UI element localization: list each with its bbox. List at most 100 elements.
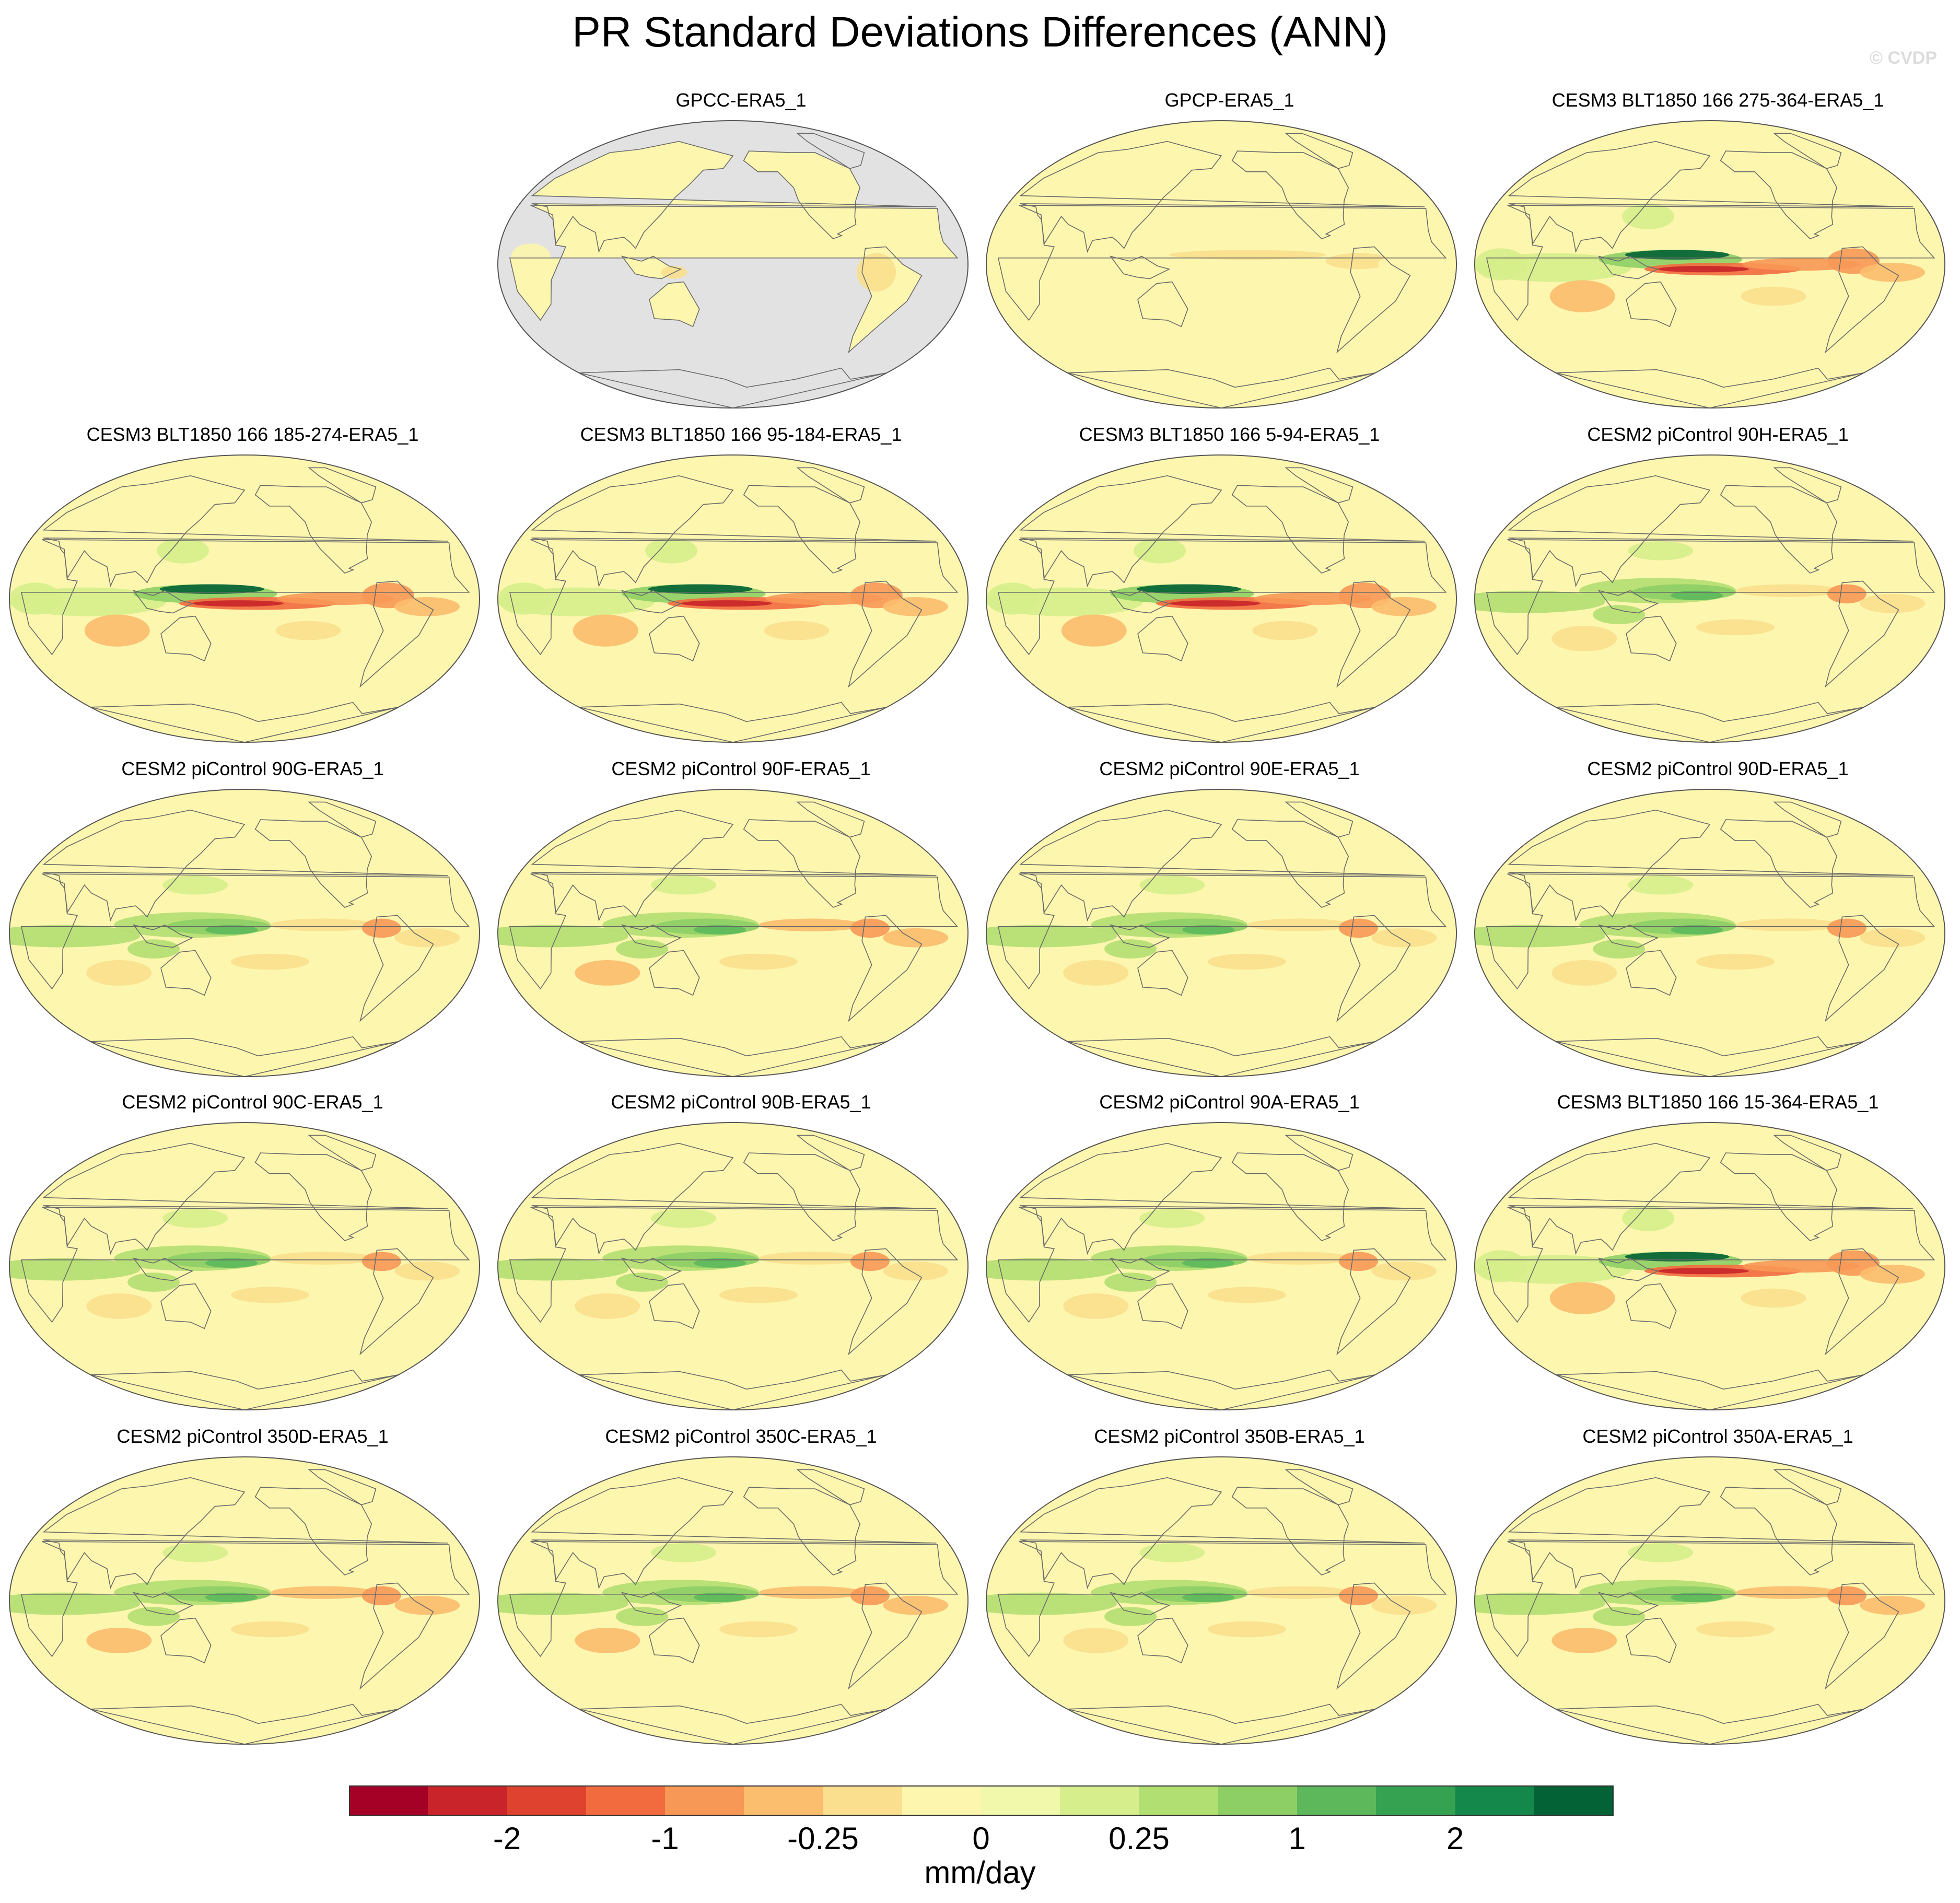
map-border [986,454,1457,743]
anomaly-patch [575,1628,640,1653]
panel-title: CESM2 piControl 90E-ERA5_1 [1099,758,1360,779]
coastline-africa [509,1541,959,1657]
map-border [986,1122,1457,1410]
anomaly-patch [1827,1586,1866,1606]
map-panel: CESM2 piControl 90B-ERA5_1 [497,1091,985,1417]
coastline-australia [1626,281,1677,328]
coastline-antarctica [579,1703,887,1744]
coastline-australia [1137,281,1188,328]
anomaly-patch [1671,590,1723,601]
colorbar-tick-label: 0.25 [1109,1821,1170,1856]
coastline-australia [649,1617,700,1664]
anomaly-patch [1338,1586,1378,1606]
colorbar-tick-label: -2 [493,1821,521,1856]
world-map [497,1456,969,1745]
map-panel: CESM2 piControl 90G-ERA5_1 [8,757,497,1084]
anomaly-patch [1338,1252,1378,1271]
anomaly-patch [1622,1205,1675,1231]
colorbar-frame [349,1785,1613,1816]
coastline-samerica [1336,580,1411,688]
anomaly-patch [651,875,717,895]
coastline-greenland [1285,801,1354,838]
colorbar-swatch [1060,1785,1140,1816]
coastline-africa [20,539,470,656]
coastline-africa [997,539,1447,656]
anomaly-patch [1475,248,1527,281]
map-panel: CESM3 BLT1850 166 95-184-ERA5_1 [497,423,985,750]
anomaly-patch [1551,626,1617,651]
coastline-greenland [308,467,377,504]
coastline-australia [1137,950,1188,996]
coastline-greenland [1285,133,1354,169]
anomaly-patch [759,1252,864,1265]
anomaly-patch [231,1621,309,1638]
anomaly-patch [648,584,753,594]
coastline-namerica [254,485,372,574]
panel-title: CESM3 BLT1850 166 95-184-ERA5_1 [580,424,902,445]
world-map [1474,789,1945,1077]
anomaly-patch [850,1586,890,1606]
coastline-namerica [743,1487,861,1576]
coastline-greenland [796,1469,865,1505]
anomaly-patch [1593,939,1646,959]
coastline-indonesia [1597,1592,1659,1616]
anomaly-patch [1104,939,1157,959]
coastline-australia [649,1283,700,1329]
coastline-samerica [1336,915,1411,1022]
coastline-indonesia [621,255,682,279]
anomaly-patch [1136,584,1241,594]
anomaly-patch [1247,918,1352,931]
coastline-namerica [743,1152,861,1242]
coastline-australia [649,281,700,328]
anomaly-patch [361,918,401,938]
anomaly-patch [719,1287,798,1303]
coastline-greenland [796,133,865,169]
anomaly-patch [394,1261,460,1281]
coastline-namerica [1231,819,1349,908]
anomaly-patch [694,1258,746,1268]
anomaly-patch [1696,1621,1775,1638]
map-border [1474,1122,1945,1410]
anomaly-patch [651,1209,717,1228]
coastline-indonesia [621,924,682,948]
colorbar-swatch [586,1785,666,1816]
map-panel: CESM2 piControl 350A-ERA5_1 [1474,1425,1960,1752]
colorbar-swatch [744,1785,824,1816]
coastline-namerica [743,819,861,908]
anomaly-patch [857,253,896,291]
coastline-samerica [848,1248,923,1356]
anomaly-patch [1827,918,1866,938]
anomaly-patch [1625,250,1730,260]
map-panel: CESM3 BLT1850 166 275-364-ERA5_1 [1474,89,1960,415]
anomaly-patch [1658,1268,1749,1275]
anomaly-patch [1741,286,1806,306]
coastline-australia [1137,1617,1188,1664]
coastline-samerica [1336,246,1411,354]
anomaly-patch [1117,256,1221,273]
map-border [497,789,969,1077]
anomaly-patch [1628,875,1694,895]
coastline-samerica [848,580,923,688]
coastline-africa [509,1207,959,1323]
coastline-australia [1137,615,1188,662]
anomaly-patch [1658,266,1749,273]
watermark: © CVDP [1870,48,1937,68]
coastline-samerica [848,246,923,354]
world-map [9,1122,480,1410]
land-area [743,151,860,239]
anomaly-patch [616,1272,669,1292]
anomaly-patch [231,953,309,970]
anomaly-patch [651,1543,717,1562]
map-panel: CESM2 piControl 90C-ERA5_1 [8,1091,497,1417]
anomaly-patch [1104,1272,1157,1292]
anomaly-patch [1259,277,1312,290]
coastline-africa [1486,1207,1935,1323]
coastline-antarctica [579,702,887,742]
coastline-greenland [796,1135,865,1171]
coastline-namerica [1231,1487,1349,1576]
map-panel: CESM2 piControl 90E-ERA5_1 [985,757,1474,1084]
map-border [9,1456,480,1745]
anomaly-patch [1696,619,1775,636]
coastline-namerica [1720,819,1838,908]
coastline-antarctica [1556,1036,1864,1077]
